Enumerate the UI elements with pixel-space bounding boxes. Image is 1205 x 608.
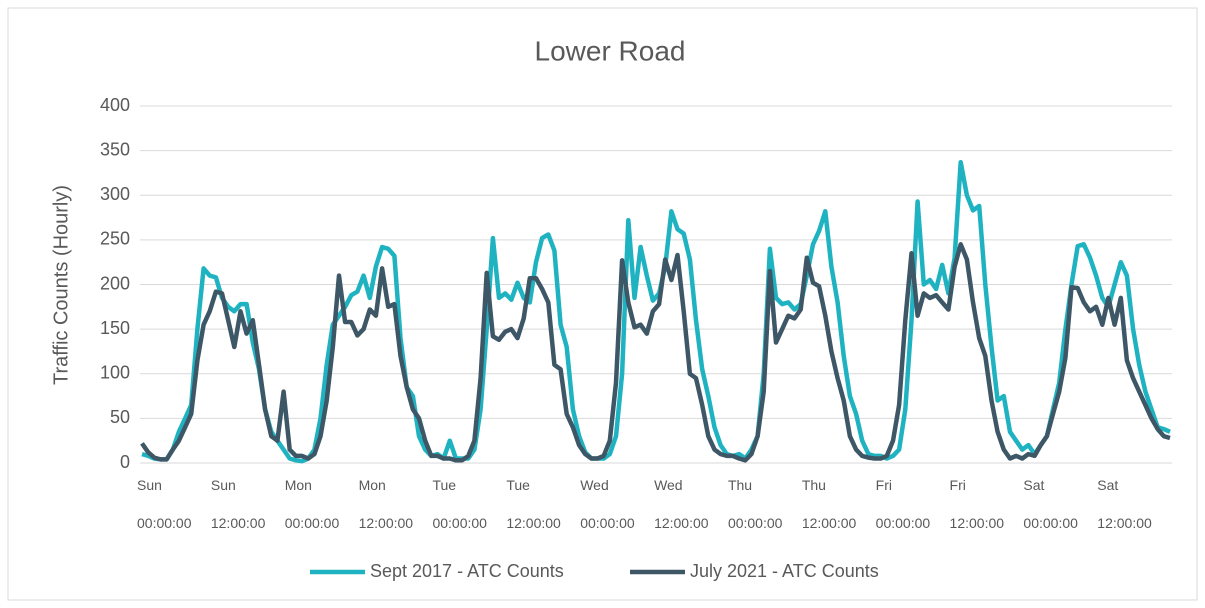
x-tick-label: Tue 00:00:00: [432, 477, 487, 531]
y-tick-label: 350: [100, 139, 130, 159]
x-tick-label: Mon 00:00:00: [284, 477, 340, 531]
x-tick-label: Wed 00:00:00: [580, 477, 635, 531]
x-tick-label: Sat 00:00:00: [1023, 477, 1078, 531]
x-tick-label: Sun 00:00:00: [137, 477, 192, 531]
x-tick-label: Sun 12:00:00: [210, 477, 266, 531]
y-tick-label: 50: [110, 407, 130, 427]
y-tick-label: 150: [100, 318, 130, 338]
series-line: [140, 242, 1171, 463]
chart-border: [7, 7, 1198, 601]
x-tick-label: Wed 12:00:00: [654, 477, 709, 531]
x-tick-label: Sat 12:00:00: [1097, 477, 1152, 531]
x-tick-label: Thu 12:00:00: [801, 477, 857, 531]
y-axis-label: Traffic Counts (Hourly): [50, 185, 72, 385]
y-tick-label: 300: [100, 184, 130, 204]
y-tick-label: 200: [100, 273, 130, 293]
x-tick-label: Fri 00:00:00: [875, 477, 931, 531]
x-tick-label: Fri 12:00:00: [949, 477, 1005, 531]
y-tick-label: 250: [100, 229, 130, 249]
y-tick-label: 0: [120, 452, 130, 472]
legend-label: Sept 2017 - ATC Counts: [370, 561, 564, 581]
x-tick-label: Tue 12:00:00: [506, 477, 561, 531]
legend-label: July 2021 - ATC Counts: [690, 561, 879, 581]
x-tick-label: Mon 12:00:00: [358, 477, 414, 531]
chart-title: Lower Road: [535, 35, 686, 66]
x-tick-label: Thu 00:00:00: [727, 477, 783, 531]
y-tick-label: 100: [100, 363, 130, 383]
y-tick-label: 400: [100, 95, 130, 115]
